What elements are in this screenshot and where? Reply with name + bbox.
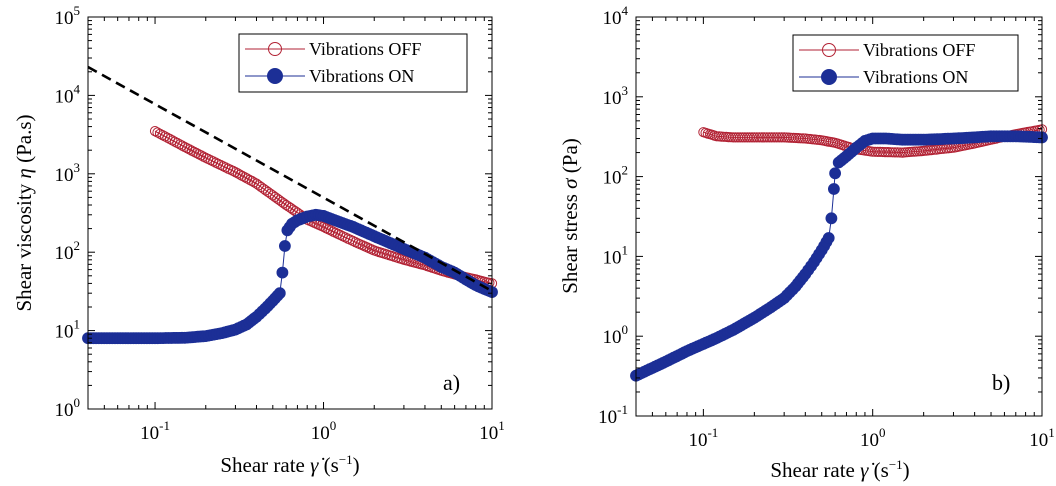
viscosity-legend-marker: [267, 68, 283, 84]
stress-series-off-point: [885, 147, 896, 158]
viscosity-ticks: 10-1 100 101 100 101 102 103 104 105: [55, 3, 505, 444]
viscosity-plot-frame: [87, 16, 493, 410]
viscosity-legend-marker: [268, 42, 282, 56]
viscosity-series-on-point: [276, 266, 289, 279]
stress-series-off-point: [877, 146, 888, 158]
stress-series-off-point: [887, 147, 898, 158]
viscosity-series-off-point: [364, 243, 375, 254]
stress-series-off-point: [872, 146, 883, 157]
stress-y-tick-label: 102: [603, 163, 629, 189]
stress-plot-frame: [635, 16, 1043, 417]
stress-legend-marker: [821, 69, 837, 85]
viscosity-series-off-point: [350, 237, 361, 248]
stress-series-off-point: [875, 146, 886, 157]
stress-series-off-point: [774, 132, 785, 143]
viscosity-series-on-point: [273, 287, 286, 300]
stress-y-tick-label: 100: [603, 322, 629, 348]
stress-series-off-point: [759, 132, 770, 143]
stress-series-off-point: [867, 146, 878, 157]
stress-series-off-point: [754, 132, 765, 143]
viscosity-y-tick-label: 104: [55, 81, 81, 107]
stress-x-tick-label: 100: [860, 425, 886, 451]
viscosity-series-off-point: [352, 238, 363, 249]
stress-legend: Vibrations OFF Vibrations ON: [792, 34, 1019, 92]
stress-legend-marker: [822, 43, 836, 57]
viscosity-legend-label: Vibrations OFF: [309, 39, 421, 59]
viscosity-series-off-point: [362, 242, 373, 253]
viscosity-series-off-point: [323, 224, 334, 235]
stress-series-off-point: [751, 132, 762, 143]
viscosity-y-tick-label: 102: [55, 238, 81, 264]
stress-series-on-point: [822, 232, 835, 244]
viscosity-x-tick-label: 10-1: [140, 418, 170, 444]
viscosity-y-tick-label: 103: [55, 160, 81, 186]
stress-legend-box: [792, 34, 1019, 92]
viscosity-power-law-guide-line: [87, 65, 493, 293]
viscosity-series-on-point: [278, 240, 291, 252]
viscosity-series-off-point: [359, 241, 370, 252]
stress-series-off-point: [880, 147, 891, 158]
stress-series-on-point: [825, 212, 838, 225]
stress-plot-marks: [630, 124, 1048, 382]
viscosity-plot-marks: [82, 65, 498, 345]
viscosity-chart: 10-1 100 101 100 101 102 103 104 105 Vibrations …: [12, 3, 505, 477]
viscosity-y-axis-label: Shear viscosity η (Pa.s): [12, 114, 36, 311]
viscosity-x-tick-label: 101: [479, 418, 505, 444]
stress-series-off-point: [769, 132, 780, 143]
stress-series-off-point: [746, 132, 758, 143]
stress-y-axis-label: Shear stress σ (Pa): [558, 138, 582, 294]
stress-y-tick-label: 104: [603, 3, 629, 29]
stress-chart: 10-1 100 101 10-1 100 101 102 103 104 Vibrations…: [558, 3, 1055, 482]
stress-x-tick-label: 101: [1029, 425, 1055, 451]
stress-y-tick-label: 101: [603, 242, 629, 268]
viscosity-panel-label: a): [443, 370, 460, 395]
viscosity-x-tick-label: 100: [311, 418, 337, 444]
stress-y-tick-label: 10-1: [598, 402, 628, 428]
stress-panel-label: b): [992, 370, 1010, 395]
stress-x-axis-label: Shear rate γ̇ (s−1): [770, 457, 909, 482]
stress-series-off-point: [771, 132, 782, 143]
stress-series-off-point: [882, 147, 893, 158]
stress-ticks: 10-1 100 101 10-1 100 101 102 103 104: [598, 3, 1055, 451]
viscosity-series-off-point: [328, 226, 339, 237]
stress-series-off-point: [749, 132, 760, 143]
stress-x-tick-label: 10-1: [688, 425, 718, 451]
stress-series-on-point: [828, 183, 840, 195]
viscosity-y-tick-label: 101: [55, 317, 81, 343]
stress-series-off-point: [756, 132, 767, 143]
viscosity-series-off-point: [357, 240, 368, 251]
stress-series-off-point: [870, 146, 881, 157]
stress-series-off-point: [892, 147, 903, 158]
stress-series-off-point: [766, 132, 777, 143]
viscosity-legend: Vibrations OFF Vibrations ON: [238, 33, 468, 93]
stress-legend-label: Vibrations ON: [863, 67, 968, 87]
viscosity-y-tick-label: 100: [55, 395, 81, 421]
viscosity-series-off-point: [366, 244, 377, 255]
stress-legend-label: Vibrations OFF: [863, 40, 975, 60]
viscosity-x-axis-label: Shear rate γ̇ (s−1): [220, 452, 359, 477]
stress-series-off-point: [764, 132, 775, 143]
stress-series-off-point: [889, 147, 901, 158]
stress-y-tick-label: 103: [603, 83, 629, 109]
viscosity-legend-label: Vibrations ON: [309, 66, 414, 86]
stress-series-on-point: [829, 167, 841, 180]
viscosity-y-tick-label: 105: [55, 3, 81, 29]
stress-series-off-point: [761, 132, 772, 143]
